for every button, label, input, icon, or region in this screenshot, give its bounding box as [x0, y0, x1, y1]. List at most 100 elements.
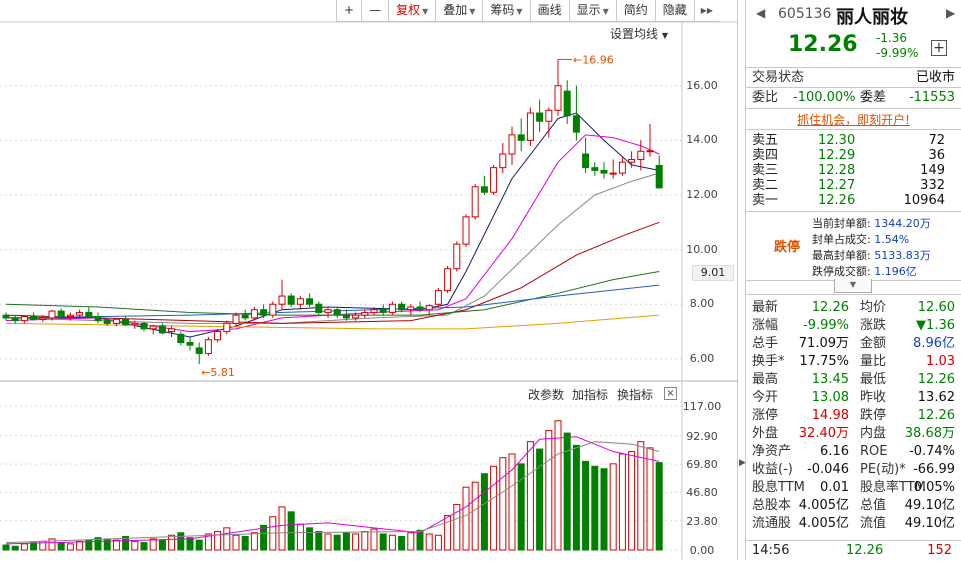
- price-tick: 10.00: [686, 242, 718, 256]
- limit-line: 封单占成交: 1.54%: [812, 231, 909, 247]
- limit-down-tag: 跌停: [774, 240, 801, 255]
- toolbar-btn-0[interactable]: +: [336, 0, 361, 22]
- quote-row: 股息TTM 0.01 股息率TTM 0.05%: [746, 479, 961, 497]
- candle-body: [177, 333, 185, 343]
- limit-line-label: 最高封单额:: [812, 249, 871, 262]
- candle-body: [342, 314, 350, 319]
- quote-table: 最新 12.26 均价 12.60 涨幅 -9.99% 涨跌 ▼1.36 总手 71.09万 金额 8…: [746, 295, 961, 533]
- volume-bar: [444, 515, 452, 551]
- quote-value: 17.75%: [799, 354, 849, 369]
- toolbar-btn-4[interactable]: 筹码 ▼: [482, 0, 529, 22]
- switch-indicator-button[interactable]: 换指标: [617, 388, 654, 402]
- volume-bar: [20, 543, 28, 551]
- volume-bar: [204, 533, 212, 551]
- trade-status-value: 已收市: [915, 70, 955, 85]
- ma-line-ma120: [5, 284, 660, 319]
- quote-label: 最高: [752, 372, 779, 387]
- volume-bar: [66, 543, 74, 551]
- order-book: 卖五 12.30 72 卖四 12.29 36 卖三 12.28 149 卖二 12.27 332 卖一…: [746, 130, 961, 211]
- quote-row: 涨幅 -9.99% 涨跌 ▼1.36: [746, 317, 961, 335]
- candle-body: [388, 303, 396, 313]
- limit-line-value: 1344.20万: [874, 217, 931, 230]
- candle-body: [444, 268, 452, 292]
- promo-link[interactable]: 抓住机会，即刻开户!: [797, 113, 910, 127]
- add-watchlist-button[interactable]: +: [931, 40, 947, 56]
- toolbar-btn-7[interactable]: 简约: [615, 0, 655, 22]
- ma-settings-button[interactable]: 设置均线 ▼: [610, 27, 668, 41]
- limit-line-label: 跌停成交额:: [812, 265, 871, 278]
- candle-body: [398, 303, 406, 311]
- volume-bar: [186, 537, 194, 551]
- level-label: 卖三: [752, 163, 779, 178]
- quote-label: 量比: [860, 354, 887, 369]
- level-qty: 149: [920, 163, 945, 178]
- candle-body: [517, 134, 525, 141]
- volume-bar: [628, 451, 636, 551]
- quote-value: 1.03: [926, 354, 955, 369]
- volume-ma-ma20: [5, 441, 660, 544]
- quote-label: 最低: [860, 372, 887, 387]
- volume-bar: [195, 539, 203, 551]
- candle-body: [287, 295, 295, 305]
- volume-bar: [177, 532, 185, 551]
- quote-value: -66.99: [913, 462, 955, 477]
- quote-value: 13.45: [811, 372, 849, 387]
- level-price: 12.27: [818, 178, 856, 193]
- ma-settings-label: 设置均线: [610, 27, 659, 41]
- toolbar-btn-2[interactable]: 复权 ▼: [388, 0, 435, 22]
- candle-body: [20, 316, 28, 322]
- candle-body: [315, 303, 323, 313]
- quote-value: -0.046: [807, 462, 849, 477]
- volume-bar: [591, 465, 599, 551]
- wb-label: 委比: [752, 90, 779, 105]
- last-price: 12.26: [788, 32, 858, 57]
- quote-label: 股息率TTM: [860, 480, 926, 495]
- quote-value: 32.40万: [798, 426, 849, 441]
- order-book-row: 卖五 12.30 72: [746, 133, 961, 148]
- expand-icon[interactable]: ▼: [834, 279, 872, 293]
- add-indicator-button[interactable]: 加指标: [572, 388, 609, 402]
- volume-bar: [480, 473, 488, 551]
- volume-bar: [324, 533, 332, 551]
- change-value: -1.36: [876, 31, 908, 45]
- candle-body: [545, 109, 553, 122]
- prev-stock-icon[interactable]: ◀: [756, 6, 766, 20]
- candle-body: [66, 314, 74, 318]
- quote-label: 股息TTM: [752, 480, 805, 495]
- ma-line-ma10: [5, 134, 660, 333]
- volume-bar: [296, 523, 304, 551]
- close-indicator-icon[interactable]: ×: [664, 387, 677, 400]
- open-account-banner[interactable]: 抓住机会，即刻开户!: [746, 108, 961, 130]
- toolbar-btn-1[interactable]: —: [361, 0, 388, 22]
- toolbar-btn-8[interactable]: 隐藏: [654, 0, 694, 22]
- expand-tab[interactable]: ▼: [746, 279, 961, 295]
- toolbar-btn-label: 显示: [576, 3, 601, 17]
- toolbar-btn-3[interactable]: 叠加 ▼: [435, 0, 482, 22]
- toolbar-expand-icon[interactable]: ▸▸: [693, 0, 719, 22]
- quote-label: 外盘: [752, 426, 779, 441]
- collapse-icon[interactable]: ▶: [739, 458, 746, 468]
- caret-down-icon: ▼: [516, 7, 523, 16]
- kline-chart-area[interactable]: ←16.96 ←5.81 + — 复权 ▼ 叠加 ▼ 筹码 ▼ 画线 显示 ▼ 简约 隐藏 ▸▸ 设置均线 …: [0, 0, 738, 560]
- toolbar-btn-5[interactable]: 画线: [529, 0, 569, 22]
- next-stock-icon[interactable]: ▶: [946, 6, 956, 20]
- volume-bar: [490, 465, 498, 551]
- panel-splitter[interactable]: ▶: [738, 0, 746, 560]
- change-params-button[interactable]: 改参数: [528, 388, 565, 402]
- quote-label: 涨跌: [860, 318, 887, 333]
- toolbar-btn-label: 简约: [623, 3, 648, 17]
- tick-footer: 14:56 12.26 152: [746, 540, 961, 560]
- candle-body: [223, 322, 231, 333]
- quote-label: 流值: [860, 516, 887, 531]
- candle-body: [609, 172, 617, 175]
- volume-bar: [453, 503, 461, 551]
- candle-body: [655, 164, 663, 189]
- volume-bar: [655, 462, 663, 551]
- quote-value: -9.99%: [803, 318, 849, 333]
- volume-bar: [536, 448, 544, 551]
- quote-row: 收益(-) -0.046 PE(动)* -66.99: [746, 461, 961, 479]
- candle-body: [480, 186, 488, 193]
- toolbar-btn-6[interactable]: 显示 ▼: [568, 0, 616, 22]
- kline-chart-svg[interactable]: ←16.96 ←5.81: [0, 0, 738, 560]
- quote-label: 收益(-): [752, 462, 793, 477]
